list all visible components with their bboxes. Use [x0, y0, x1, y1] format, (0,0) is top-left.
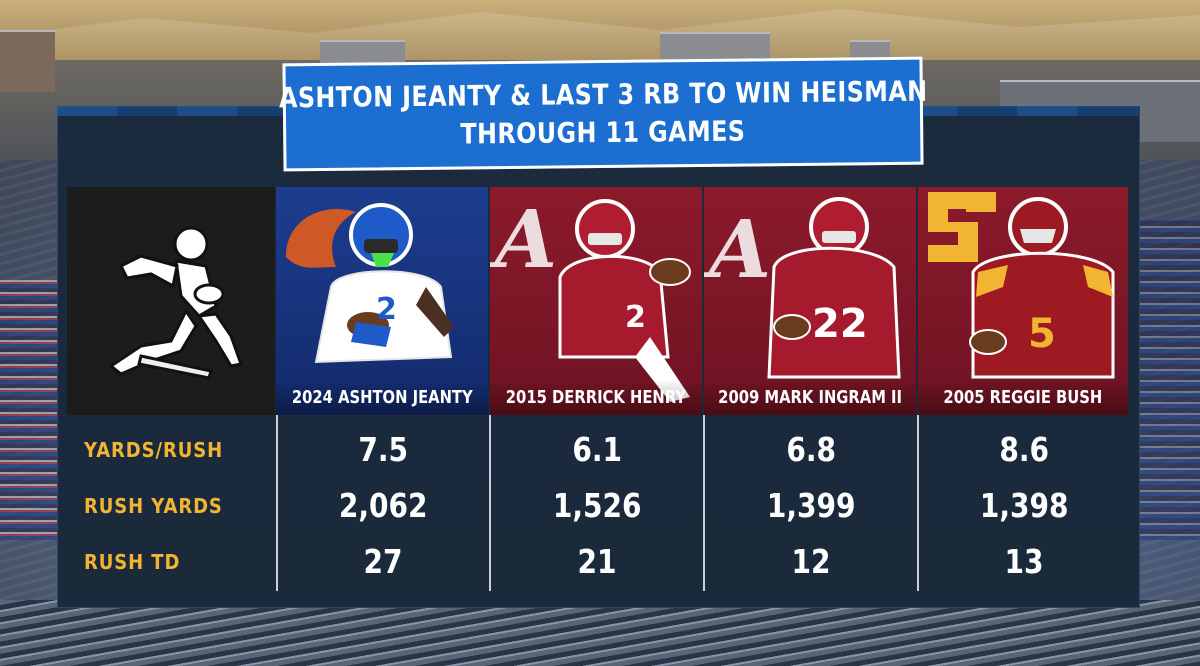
stadium-floor	[0, 600, 1200, 666]
player-card-ingram: A 22 2009 MARK INGRAM II	[704, 187, 916, 415]
player-card-jeanty: 2 2024 ASHTON JEANTY	[276, 187, 488, 415]
column-divider	[703, 415, 705, 591]
stat-value: 1,526	[552, 486, 642, 525]
stat-value: 6.8	[786, 430, 836, 469]
heisman-trophy-icon	[108, 226, 243, 380]
player-caption-ingram: 2009 MARK INGRAM II	[704, 379, 916, 415]
stat-value: 21	[577, 542, 617, 581]
sc-logo-icon	[928, 192, 996, 262]
player-henry-image: A 2	[490, 192, 691, 402]
column-divider	[489, 415, 491, 591]
jersey-number-jeanty: 2	[376, 292, 397, 327]
title-banner: ASHTON JEANTY & LAST 3 RB TO WIN HEISMAN…	[278, 56, 927, 172]
crowd-right	[1130, 220, 1200, 540]
player-card-henry: A 2 2015 DERRICK HENRY	[490, 187, 702, 415]
stat-value: 1,398	[979, 486, 1069, 525]
player-card-bush: 5 2005 REGGIE BUSH	[918, 187, 1128, 415]
player-ingram-image: A 22	[704, 197, 901, 379]
stat-value: 6.1	[572, 430, 622, 469]
stat-value: 8.6	[999, 430, 1049, 469]
player-jeanty-image: 2	[286, 203, 454, 364]
script-a-logo-icon: A	[704, 202, 771, 296]
stat-value: 1,399	[766, 486, 856, 525]
column-divider	[276, 415, 278, 591]
script-a-logo-icon: A	[490, 192, 557, 286]
jersey-number-bush: 5	[1028, 311, 1056, 357]
stat-label-rush-td: RUSH TD	[84, 550, 181, 574]
column-divider	[917, 415, 919, 591]
stat-label-rush-yards: RUSH YARDS	[84, 494, 223, 518]
stat-value: 27	[363, 542, 403, 581]
stat-value: 13	[1004, 542, 1044, 581]
title-line-1: ASHTON JEANTY & LAST 3 RB TO WIN HEISMAN	[278, 74, 928, 115]
stat-value: 12	[791, 542, 831, 581]
jersey-number-ingram: 22	[812, 301, 868, 347]
player-caption-henry: 2015 DERRICK HENRY	[490, 379, 702, 415]
stat-label-yards-per-rush: YARDS/RUSH	[84, 438, 224, 462]
jersey-number-henry: 2	[625, 300, 646, 335]
player-caption-bush: 2005 REGGIE BUSH	[918, 379, 1128, 415]
player-bush-image: 5	[928, 192, 1115, 379]
stat-value: 7.5	[358, 430, 408, 469]
stat-value: 2,062	[338, 486, 428, 525]
title-line-2: THROUGH 11 GAMES	[460, 114, 746, 151]
heisman-logo-cell	[67, 187, 275, 415]
player-caption-jeanty: 2024 ASHTON JEANTY	[276, 379, 488, 415]
